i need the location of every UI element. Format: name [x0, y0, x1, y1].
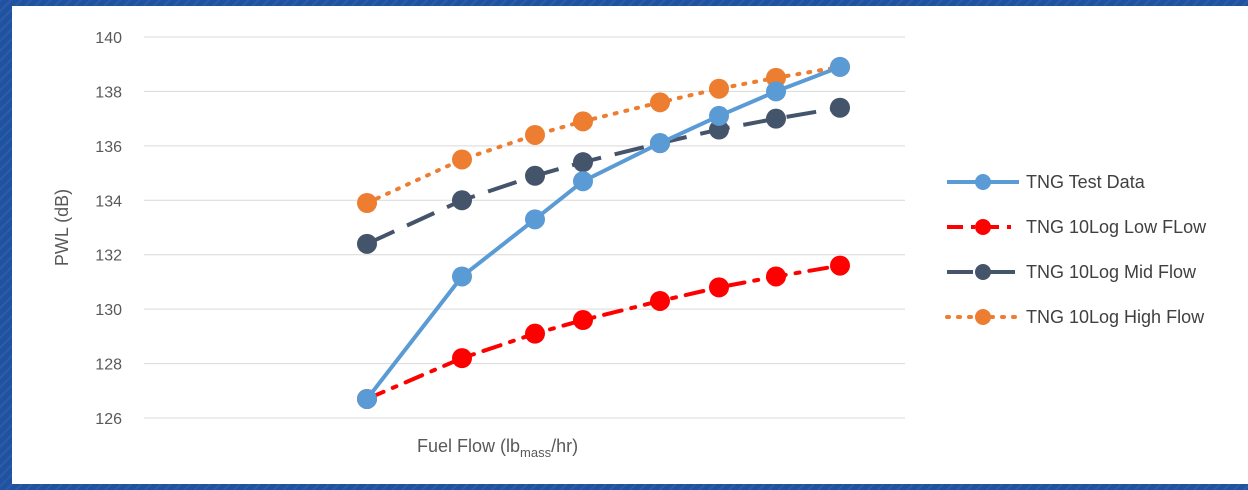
data-point	[573, 171, 593, 192]
data-point	[709, 78, 729, 99]
legend-swatch-marker	[975, 264, 991, 280]
y-tick-label: 140	[95, 30, 122, 47]
y-tick-label: 136	[95, 139, 122, 156]
x-axis-title-end: /hr)	[551, 436, 578, 456]
legend-item: TNG 10Log Mid Flow	[947, 262, 1197, 282]
y-axis-title: PWL (dB)	[52, 189, 72, 266]
legend: TNG Test Data TNG 10Log Low FLow TNG 10Log…	[945, 172, 1207, 327]
y-tick-label: 132	[95, 248, 122, 265]
x-axis-title: Fuel Flow (lbmass/hr)	[417, 436, 578, 460]
data-point	[573, 310, 593, 331]
legend-item: TNG Test Data	[947, 172, 1146, 192]
data-point	[650, 133, 670, 154]
legend-item: TNG 10Log Low FLow	[947, 217, 1207, 237]
data-point	[525, 124, 545, 145]
data-point	[357, 233, 377, 254]
data-point	[766, 108, 786, 129]
data-point	[766, 266, 786, 287]
series-tng-test-data	[357, 56, 850, 409]
line-chart: 126 128 130 132 134 136 138 140 PWL (dB) Fuel F…	[52, 30, 1207, 460]
data-point	[830, 56, 850, 77]
chart-panel: 126 128 130 132 134 136 138 140 PWL (dB) Fuel F…	[12, 6, 1248, 484]
series-tng-10log-low-flow	[357, 255, 850, 409]
legend-label: TNG 10Log Low FLow	[1026, 217, 1207, 237]
data-point	[452, 348, 472, 369]
data-point	[830, 97, 850, 118]
legend-swatch-marker	[975, 174, 991, 190]
legend-label: TNG 10Log High Flow	[1026, 307, 1205, 327]
legend-label: TNG Test Data	[1026, 172, 1146, 192]
y-tick-label: 134	[95, 193, 122, 210]
data-point	[650, 290, 670, 311]
y-tick-label: 126	[95, 411, 122, 428]
data-point	[452, 190, 472, 211]
data-point	[525, 323, 545, 344]
data-point	[357, 388, 377, 409]
series-tng-10log-mid-flow	[357, 97, 850, 254]
data-point	[452, 266, 472, 287]
legend-swatch-marker	[975, 219, 991, 235]
data-point	[650, 92, 670, 113]
x-axis-title-subscript: mass	[520, 445, 552, 460]
series-line	[366, 105, 841, 246]
series-layer	[357, 56, 850, 409]
data-point	[525, 165, 545, 186]
legend-swatch-marker	[975, 309, 991, 325]
data-point	[709, 105, 729, 126]
series-tng-10log-high-flow	[357, 56, 850, 214]
data-point	[452, 149, 472, 170]
data-point	[830, 255, 850, 276]
data-point	[709, 277, 729, 298]
data-point	[357, 193, 377, 214]
data-point	[573, 152, 593, 173]
y-tick-label: 128	[95, 357, 122, 374]
x-axis-title-main: Fuel Flow (lb	[417, 436, 520, 456]
y-tick-label: 138	[95, 84, 122, 101]
gridlines	[144, 36, 905, 419]
data-point	[525, 209, 545, 230]
y-tick-label: 130	[95, 302, 122, 319]
legend-label: TNG 10Log Mid Flow	[1026, 262, 1197, 282]
series-line	[365, 263, 842, 401]
data-point	[573, 111, 593, 132]
legend-item: TNG 10Log High Flow	[945, 307, 1205, 327]
y-axis-ticks: 126 128 130 132 134 136 138 140	[95, 30, 122, 428]
series-line	[365, 64, 842, 401]
data-point	[766, 81, 786, 102]
